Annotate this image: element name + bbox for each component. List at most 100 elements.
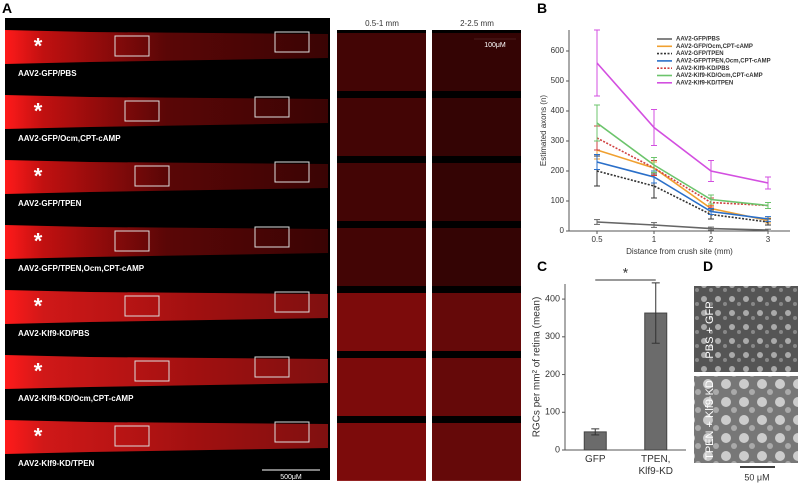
legend-label: AAV2-GFP/TPEN [676,51,724,57]
strip-label: AAV2-GFP/PBS [18,69,77,78]
significance: * [623,265,629,281]
asterisk: * [34,99,43,124]
legend-label: AAV2-Klf9-KD/PBS [676,66,730,72]
nerve [5,290,328,324]
series-line [596,149,769,222]
panel-label: B [537,0,548,16]
y-tick-label: 600 [551,46,565,55]
crop [432,163,521,221]
roi-box [274,421,310,443]
crop [337,33,426,91]
roi-box [274,291,310,313]
asterisk: * [34,164,43,189]
scale-label: 500μM [280,474,302,481]
legend-label: AAV2-GFP/TPEN,Ocm,CPT-cAMP [676,58,771,64]
column-header: 2-2.5 mm [460,19,494,28]
x-tick-label: 2 [709,235,714,244]
micrograph [694,286,798,372]
series-line [596,170,769,223]
nerve [5,225,328,259]
scale-label: 50 μM [744,472,769,482]
roi-box [134,165,170,187]
crop [432,33,521,91]
crop [432,358,521,416]
asterisk: * [34,229,43,254]
series-line [596,161,769,220]
roi-box [274,161,310,183]
crop [337,98,426,156]
roi-box [254,226,290,248]
legend-label: AAV2-GFP/Ocm,CPT-cAMP [676,44,753,50]
asterisk: * [34,424,43,449]
strip-label: AAV2-Klf9-KD/Ocm,CPT-cAMP [18,394,134,403]
row-label: PBS + GFP [704,301,716,358]
y-tick-label: 0 [555,444,560,454]
asterisk: * [34,294,43,319]
y-axis-label: Estimated axons (n) [539,95,548,166]
series-line [596,62,769,184]
x-axis-label: Distance from crush site (mm) [626,247,733,256]
strip-label: AAV2-Klf9-KD/TPEN [18,459,95,468]
y-tick-label: 100 [545,407,560,417]
x-tick-label: GFP [584,454,606,465]
strip-label: AAV2-Klf9-KD/PBS [18,329,90,338]
crop [432,293,521,351]
column-header: 0.5-1 mm [365,19,399,28]
crop [337,163,426,221]
nerve [5,420,328,454]
roi-box [134,360,170,382]
legend-label: AAV2-Klf9-KD/TPEN [676,80,733,86]
panel-label: A [2,0,13,16]
legend-label: AAV2-Klf9-KD/Ocm,CPT-cAMP [676,73,763,79]
asterisk: * [34,359,43,384]
series-line [596,221,769,231]
roi-box [114,230,150,252]
y-axis-label: RGCs per mm² of retina (mean) [532,297,543,438]
roi-box [274,31,310,53]
scale-label: 100μM [484,42,506,49]
roi-box [254,96,290,118]
roi-box [114,35,150,57]
row-label: TPEN + Klf9-KD [704,380,716,460]
y-tick-label: 300 [545,331,560,341]
micrograph [694,376,798,463]
nerve [5,95,328,129]
crop [337,358,426,416]
crop [432,98,521,156]
panel-label: D [703,258,714,274]
series-line [596,122,769,207]
crop [432,423,521,481]
x-tick-label: 0.5 [591,235,603,244]
nerve [5,160,328,194]
crop [337,423,426,481]
crop [337,228,426,286]
x-tick-label: 1 [652,235,657,244]
strip-label: AAV2-GFP/TPEN,Ocm,CPT-cAMP [18,264,145,273]
strip-label: AAV2-GFP/TPEN [18,199,82,208]
y-tick-label: 400 [551,106,565,115]
y-tick-label: 400 [545,293,560,303]
y-tick-label: 100 [551,196,565,205]
panel-label: C [537,258,548,274]
x-tick-label: TPEN, Klf9-KD [638,454,673,477]
roi-box [124,100,160,122]
series-line [596,137,769,207]
nerve [5,30,328,64]
roi-box [114,425,150,447]
legend-label: AAV2-GFP/PBS [676,37,720,43]
y-tick-label: 0 [560,226,565,235]
roi-box [124,295,160,317]
y-tick-label: 200 [545,369,560,379]
asterisk: * [34,34,43,59]
nerve [5,355,328,389]
roi-box [254,356,290,378]
y-tick-label: 200 [551,166,565,175]
x-tick-label: 3 [766,235,771,244]
crop [337,293,426,351]
crop [432,228,521,286]
strip-label: AAV2-GFP/Ocm,CPT-cAMP [18,134,121,143]
y-tick-label: 300 [551,136,565,145]
y-tick-label: 500 [551,76,565,85]
